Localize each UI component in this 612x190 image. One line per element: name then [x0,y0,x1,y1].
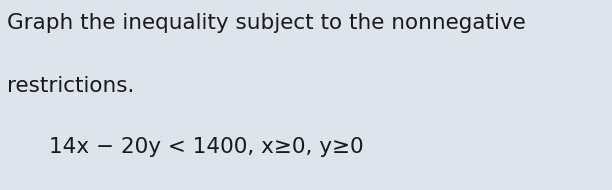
Text: 14x − 20y < 1400, x≥0, y≥0: 14x − 20y < 1400, x≥0, y≥0 [49,137,364,157]
Text: restrictions.: restrictions. [7,76,135,96]
Text: Graph the inequality subject to the nonnegative: Graph the inequality subject to the nonn… [7,13,526,33]
